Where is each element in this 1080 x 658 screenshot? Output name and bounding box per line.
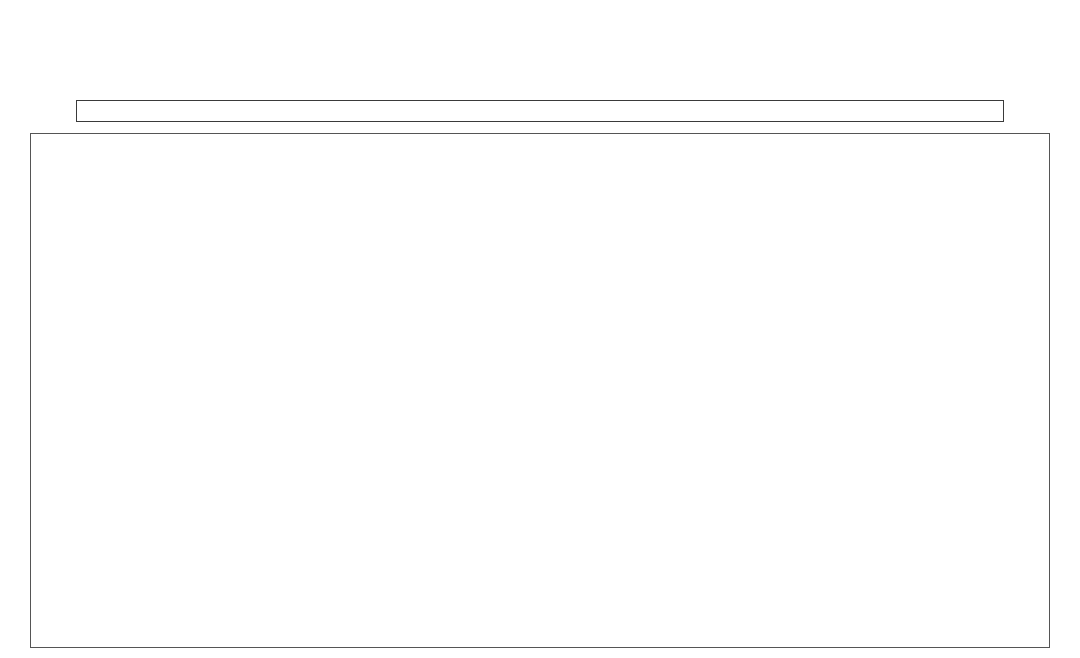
weather-map[interactable]	[30, 133, 1050, 648]
colorbar	[76, 100, 1004, 122]
map-raster	[31, 134, 1049, 647]
colorbar-tick-labels	[76, 82, 1004, 96]
colorbar-segments	[76, 100, 1004, 122]
